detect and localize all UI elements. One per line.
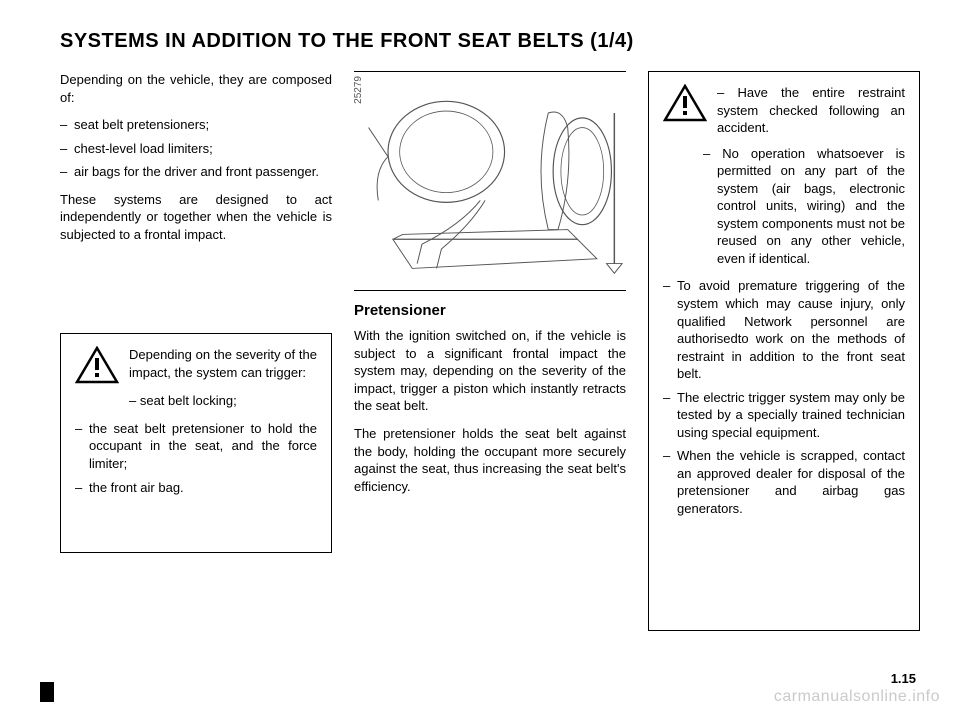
component-list: seat belt pretensioners; chest-level loa… [60, 116, 332, 181]
list-item: To avoid premature triggering of the sys… [663, 277, 905, 382]
warning-header: – Have the entire restraint system check… [663, 84, 905, 137]
watermark-text: carmanualsonline.info [774, 688, 940, 706]
list-item: air bags for the driver and front passen… [60, 163, 332, 181]
pretensioner-p2: The pretensioner holds the seat belt aga… [354, 425, 626, 495]
warning-indent: – seat belt locking; [75, 392, 317, 410]
warning-box-left: Depending on the severity of the impact,… [60, 333, 332, 553]
right-column: – Have the entire restraint system check… [648, 71, 920, 651]
center-column: 25279 [354, 71, 626, 651]
manual-page: SYSTEMS IN ADDITION TO THE FRONT SEAT BE… [0, 0, 960, 710]
pretensioner-p1: With the ignition switched on, if the ve… [354, 327, 626, 415]
warning-list: To avoid premature triggering of the sys… [663, 277, 905, 517]
warning-header: Depending on the severity of the impact,… [75, 346, 317, 384]
description-text: These systems are designed to act indepe… [60, 191, 332, 244]
warning-triangle-icon [75, 346, 119, 384]
left-column: Depending on the vehicle, they are compo… [60, 71, 332, 651]
list-item: chest-level load limiters; [60, 140, 332, 158]
list-item: the front air bag. [75, 479, 317, 497]
warning-lead: – Have the entire restraint system check… [717, 84, 905, 137]
warning-indent: – No operation whatsoever is permitted o… [663, 145, 905, 268]
warning-lead: Depending on the severity of the impact,… [129, 346, 317, 381]
column-layout: Depending on the vehicle, they are compo… [60, 71, 920, 651]
list-item: When the vehicle is scrapped, contact an… [663, 447, 905, 517]
pretensioner-heading: Pretensioner [354, 301, 626, 321]
list-item: seat belt pretensioners; [60, 116, 332, 134]
list-item: the seat belt pretensioner to hold the o… [75, 420, 317, 473]
warning-list: the seat belt pretensioner to hold the o… [75, 420, 317, 496]
intro-text: Depending on the vehicle, they are compo… [60, 71, 332, 106]
list-item: The electric trigger system may only be … [663, 389, 905, 442]
image-number: 25279 [352, 76, 366, 104]
warning-triangle-icon [663, 84, 707, 122]
airbag-diagram-icon [354, 72, 626, 290]
warning-box-right: – Have the entire restraint system check… [648, 71, 920, 631]
section-tab [40, 682, 54, 702]
seat-airbag-illustration: 25279 [354, 71, 626, 291]
page-number: 1.15 [891, 671, 916, 686]
page-title: SYSTEMS IN ADDITION TO THE FRONT SEAT BE… [60, 30, 920, 53]
